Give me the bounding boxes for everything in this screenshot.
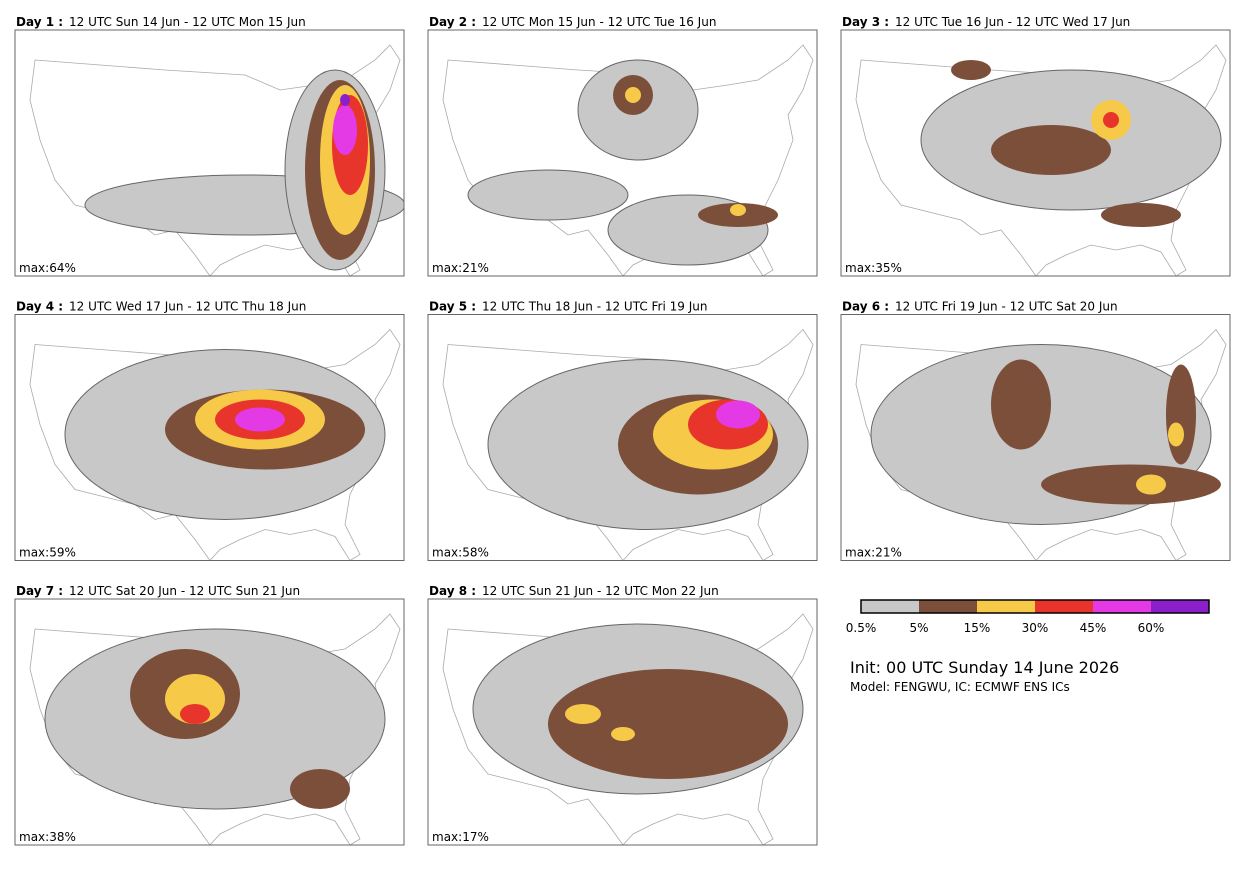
map-panel: Day 5 : 12 UTC Thu 18 Jun - 12 UTC Fri 19… — [427, 300, 818, 561]
legend-label: 45% — [1080, 621, 1107, 635]
panel-day: Day 6 : — [842, 300, 889, 314]
legend-frame — [860, 599, 1210, 614]
panel-day: Day 7 : — [16, 584, 63, 598]
panel-day: Day 2 : — [429, 15, 476, 29]
panel-period: 12 UTC Sun 21 Jun - 12 UTC Mon 22 Jun — [482, 584, 719, 598]
panel-day: Day 3 : — [842, 15, 889, 29]
map-area — [442, 44, 814, 276]
panel-max: max:21% — [432, 261, 489, 275]
probability-area — [1041, 464, 1221, 505]
probability-area — [625, 87, 641, 103]
probability-area — [1136, 474, 1166, 495]
init-text: Init: 00 UTC Sunday 14 June 2026 — [850, 658, 1119, 677]
probability-area — [290, 769, 350, 809]
legend: 0.5% 5% 15% 30% 45% 60% — [846, 599, 1210, 635]
panel-frame — [427, 598, 818, 846]
panel-period: 12 UTC Fri 19 Jun - 12 UTC Sat 20 Jun — [895, 300, 1118, 314]
panel-frame — [14, 314, 405, 561]
probability-area — [1103, 112, 1119, 128]
probability-area — [951, 60, 991, 80]
probability-area — [716, 400, 760, 429]
probability-area — [1101, 203, 1181, 227]
probability-area — [235, 407, 285, 432]
map-area — [29, 613, 401, 845]
map-panel: Day 6 : 12 UTC Fri 19 Jun - 12 UTC Sat 20… — [840, 300, 1231, 561]
panel-period: 12 UTC Sun 14 Jun - 12 UTC Mon 15 Jun — [69, 15, 306, 29]
legend-swatch — [977, 600, 1035, 613]
model-text: Model: FENGWU, IC: ECMWF ENS ICs — [850, 680, 1070, 694]
probability-area — [730, 204, 746, 216]
legend-swatch — [919, 600, 977, 613]
panel-max: max:17% — [432, 830, 489, 844]
map-panel: Day 1 : 12 UTC Sun 14 Jun - 12 UTC Mon 15… — [14, 15, 405, 277]
map-panel: Day 7 : 12 UTC Sat 20 Jun - 12 UTC Sun 21… — [14, 584, 405, 846]
legend-label: 30% — [1022, 621, 1049, 635]
panel-frame — [840, 314, 1231, 561]
probability-area — [333, 105, 357, 155]
legend-swatch — [861, 600, 919, 613]
probability-area — [467, 169, 629, 221]
panel-period: 12 UTC Sat 20 Jun - 12 UTC Sun 21 Jun — [69, 584, 300, 598]
panel-max: max:21% — [845, 546, 902, 560]
panel-day: Day 4 : — [16, 300, 63, 314]
legend-label: 5% — [909, 621, 928, 635]
panel-period: 12 UTC Thu 18 Jun - 12 UTC Fri 19 Jun — [482, 300, 707, 314]
probability-area — [340, 94, 350, 106]
probability-area — [165, 674, 225, 724]
map-panel: Day 2 : 12 UTC Mon 15 Jun - 12 UTC Tue 16… — [427, 15, 818, 277]
panel-max: max:35% — [845, 261, 902, 275]
panel-max: max:64% — [19, 261, 76, 275]
panel-day: Day 8 : — [429, 584, 476, 598]
map-panel: Day 8 : 12 UTC Sun 21 Jun - 12 UTC Mon 22… — [427, 584, 818, 846]
map-area — [855, 328, 1227, 561]
panel-period: 12 UTC Tue 16 Jun - 12 UTC Wed 17 Jun — [895, 15, 1130, 29]
legend-label: 0.5% — [846, 621, 877, 635]
probability-area — [180, 704, 210, 724]
panel-day: Day 1 : — [16, 15, 63, 29]
panel-frame — [14, 29, 405, 277]
legend-swatch — [1151, 600, 1209, 613]
map-panel: Day 4 : 12 UTC Wed 17 Jun - 12 UTC Thu 18… — [14, 300, 405, 561]
legend-swatch — [1093, 600, 1151, 613]
panel-frame — [427, 314, 818, 561]
panel-day: Day 5 : — [429, 300, 476, 314]
panel-frame — [840, 29, 1231, 277]
panel-max: max:59% — [19, 546, 76, 560]
map-area — [29, 44, 404, 276]
probability-area — [611, 727, 635, 741]
probability-area — [1168, 422, 1184, 447]
probability-area — [991, 125, 1111, 175]
panel-frame — [14, 598, 405, 846]
panel-frame — [427, 29, 818, 277]
map-panel: Day 3 : 12 UTC Tue 16 Jun - 12 UTC Wed 17… — [840, 15, 1231, 277]
map-area — [29, 328, 401, 561]
map-area — [855, 44, 1227, 276]
legend-swatch — [1035, 600, 1093, 613]
panel-period: 12 UTC Wed 17 Jun - 12 UTC Thu 18 Jun — [69, 300, 306, 314]
probability-area — [1166, 364, 1196, 465]
legend-label: 60% — [1138, 621, 1165, 635]
probability-area — [548, 669, 788, 779]
probability-area — [565, 704, 601, 724]
legend-label: 15% — [964, 621, 991, 635]
map-area — [442, 328, 814, 561]
map-area — [442, 613, 814, 845]
probability-area — [991, 359, 1051, 450]
panel-max: max:58% — [432, 546, 489, 560]
panel-max: max:38% — [19, 830, 76, 844]
panel-period: 12 UTC Mon 15 Jun - 12 UTC Tue 16 Jun — [482, 15, 716, 29]
